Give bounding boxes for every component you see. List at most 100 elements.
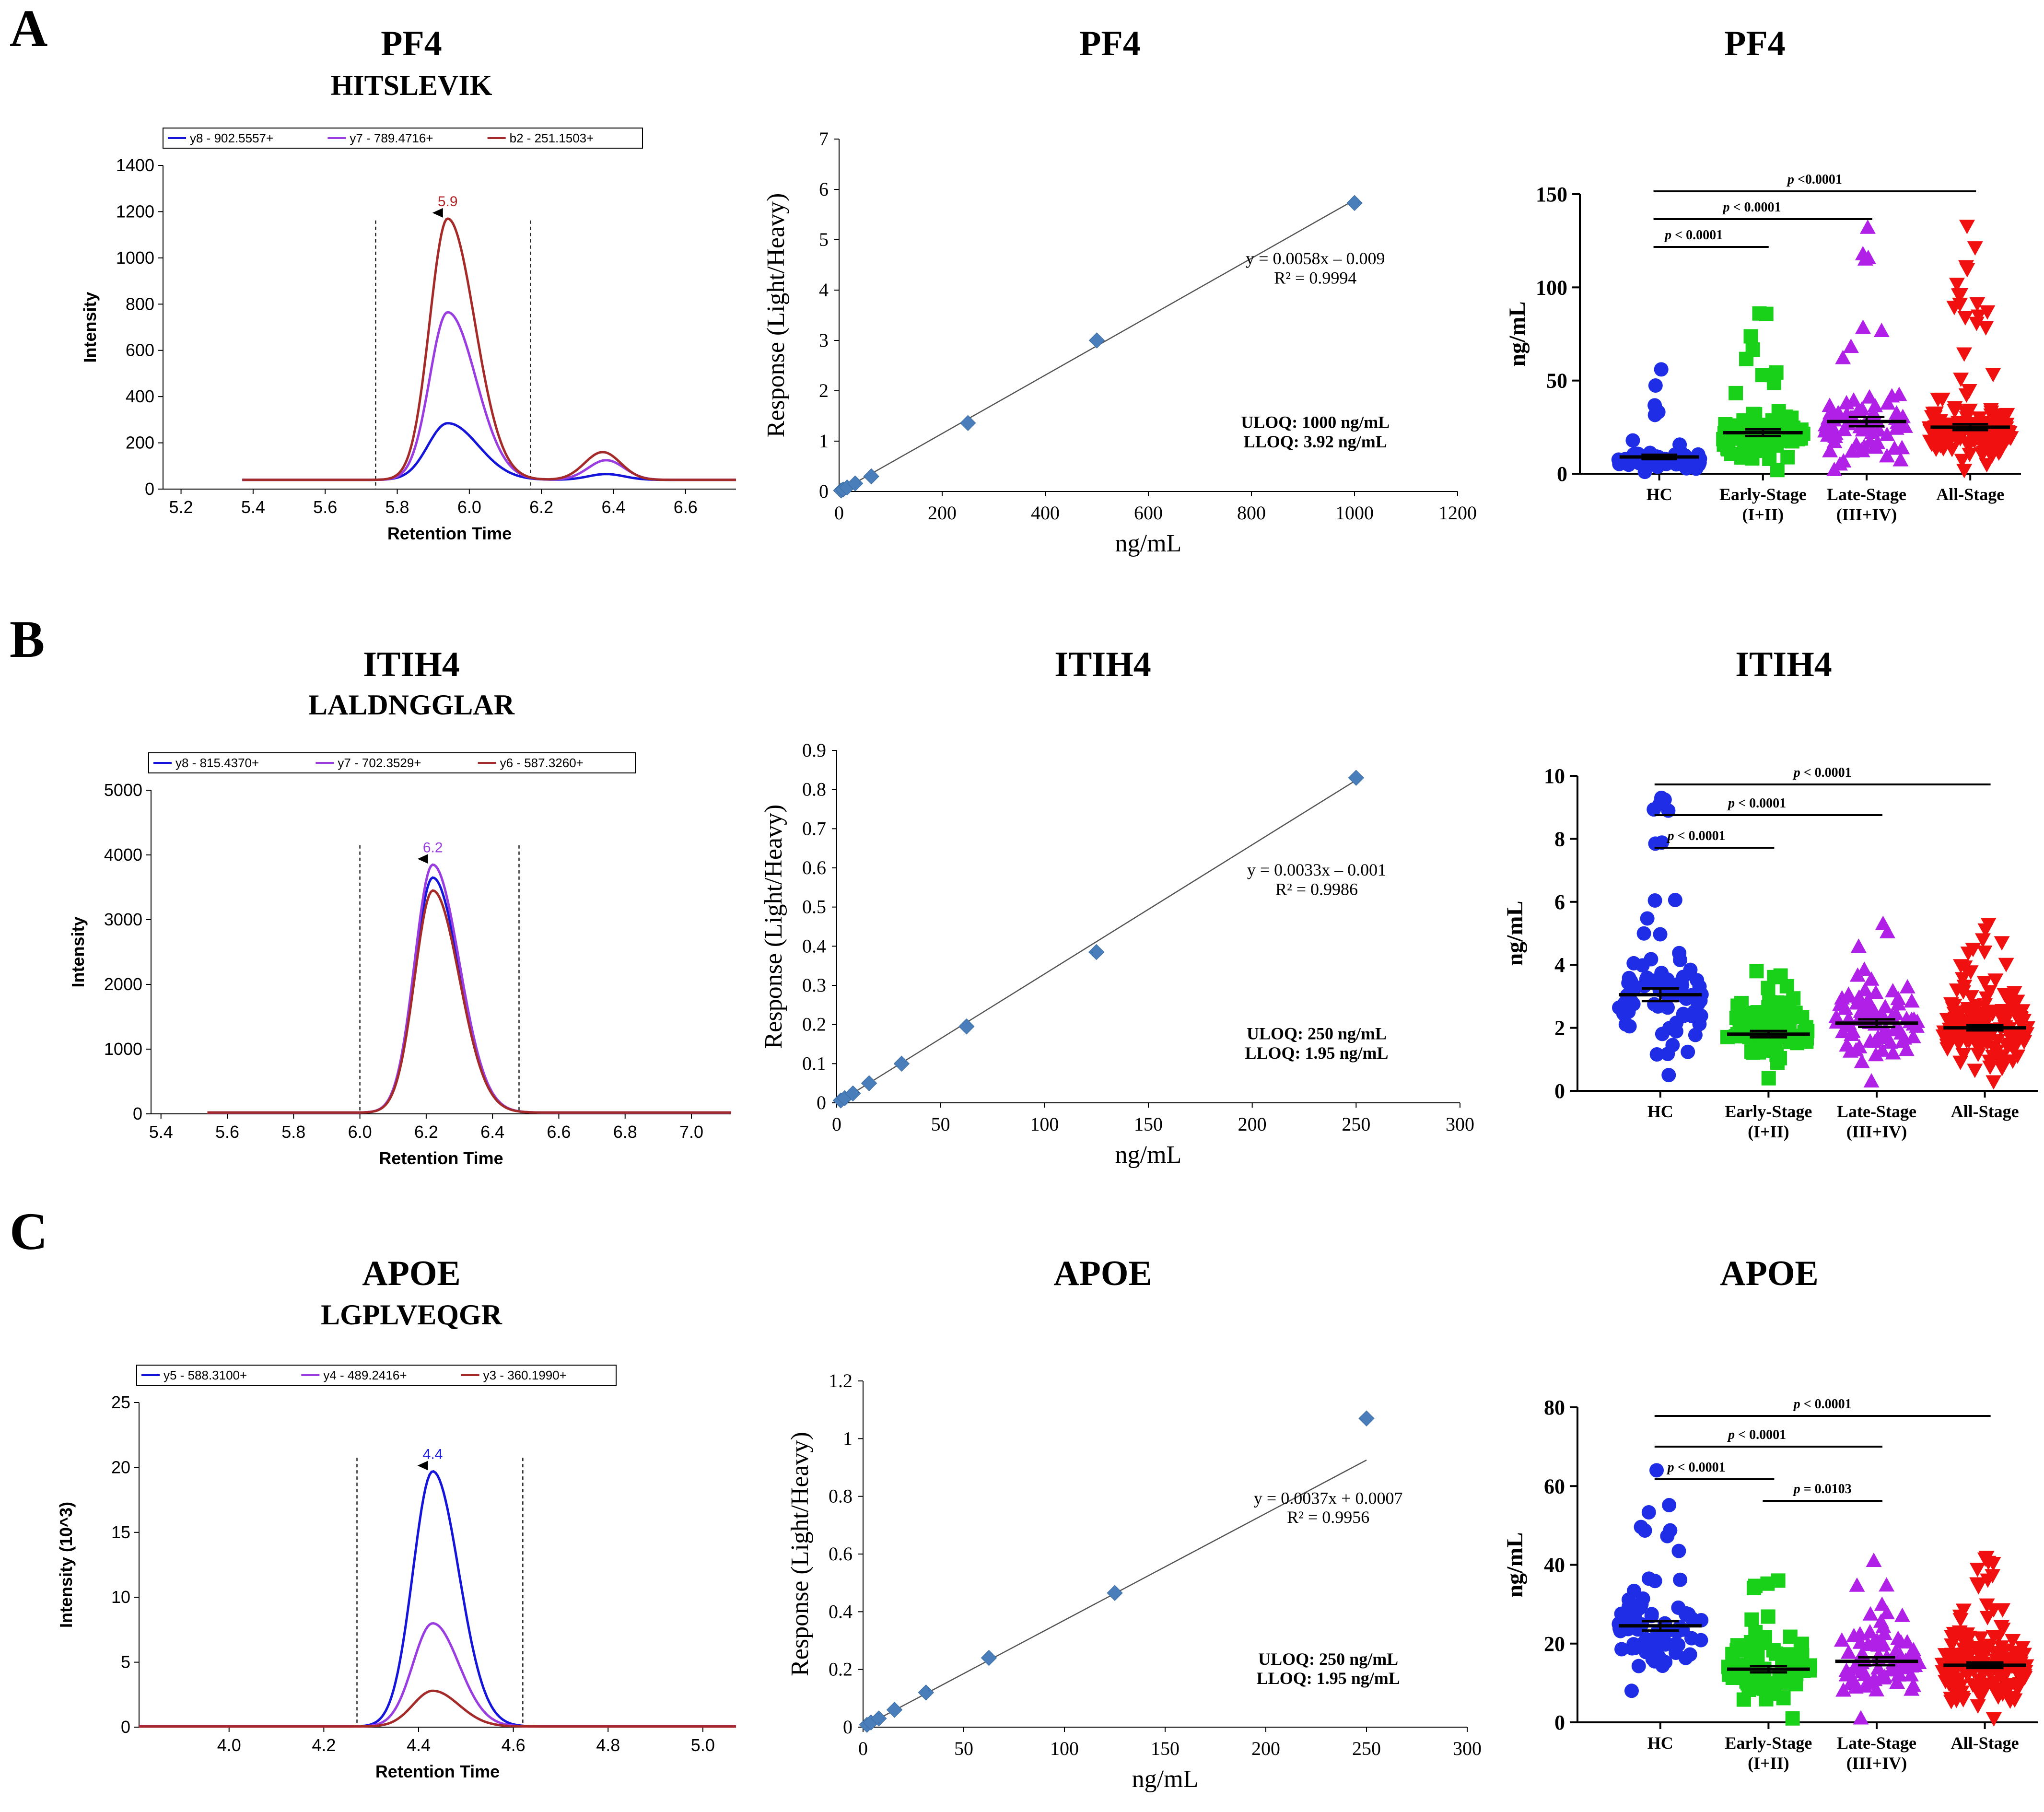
data-point [1107, 1585, 1123, 1601]
data-point [1868, 439, 1884, 454]
data-point [960, 415, 976, 431]
data-point [1088, 332, 1105, 349]
data-point [1960, 1669, 1976, 1683]
data-point [1617, 1008, 1632, 1023]
dotplot-A-dot: 0 50 100 150 ng/mL HC Early-Stage (I+II) Late-St… [1505, 172, 2021, 524]
category-label-line: Late-Stage [1837, 1733, 1916, 1753]
y-axis-label: Response (Light/Heavy) [786, 1432, 814, 1676]
data-point [1873, 322, 1890, 337]
x-tick-label: 200 [1251, 1738, 1280, 1759]
data-point [1835, 1682, 1852, 1697]
data-point [1875, 1636, 1892, 1651]
data-point [1884, 388, 1900, 403]
category-label-line: (III+IV) [1846, 1122, 1907, 1141]
chromatogram-C-chrom: 0 5 10 15 20 25 4.0 4.2 4.4 4.6 4.8 5.0 Retention Ti… [56, 1365, 736, 1781]
chrom-title-b: ITIH4 [363, 645, 460, 684]
data-point [1994, 1062, 2010, 1076]
data-point [1962, 1015, 1979, 1029]
x-tick-label: 5.4 [149, 1122, 173, 1142]
data-point [1866, 1634, 1882, 1648]
data-point [1819, 419, 1835, 433]
data-point [1903, 1667, 1919, 1682]
r-squared: R² = 0.9956 [1287, 1508, 1369, 1527]
data-point [1897, 418, 1913, 433]
data-point [1962, 447, 1978, 462]
data-point [1788, 1677, 1803, 1692]
series-line-2 [207, 863, 731, 1114]
data-point [1892, 452, 1909, 467]
p-value-label: p < 0.0001 [1727, 1427, 1786, 1442]
data-point [1648, 378, 1663, 393]
data-point [1691, 996, 1705, 1011]
data-point [1951, 428, 1968, 443]
data-point [1952, 959, 1969, 974]
y-axis-label: ng/mL [1502, 900, 1528, 966]
group-points [1921, 220, 2019, 479]
data-point [1998, 1684, 2014, 1699]
data-point [1969, 1577, 1986, 1592]
data-point [1960, 947, 1976, 961]
data-point [1849, 967, 1866, 982]
y-tick-label: 2000 [104, 974, 142, 994]
data-point [1346, 195, 1363, 211]
data-point [1348, 770, 1365, 786]
data-point [1849, 1577, 1865, 1592]
chromatogram-A-chrom: 0 200 400 600 800 1000 1200 1400 5.2 5.4 5.6 5.8 6.0… [80, 128, 736, 543]
data-point [1641, 1571, 1656, 1586]
chrom-subtitle-b: LALDNGGLAR [308, 689, 515, 721]
data-point [1863, 971, 1880, 986]
data-point [1734, 995, 1749, 1010]
dotplot-C-dot: 0 20 40 60 80 ng/mL HC Early-Stage (I+II) Late-St… [1502, 1396, 2038, 1773]
p-value-symbol: p [1727, 796, 1735, 811]
data-point [2016, 1035, 2032, 1050]
data-point [1984, 449, 2000, 464]
data-point [1661, 1068, 1676, 1083]
data-point [1959, 220, 1975, 234]
y-tick-label: 1000 [116, 248, 154, 268]
legend-entry: y5 - 588.3100+ [164, 1368, 247, 1382]
data-point [1782, 995, 1797, 1010]
data-point [1959, 411, 1975, 426]
chrom-title-a: PF4 [381, 24, 442, 63]
data-point [1860, 992, 1876, 1007]
data-point [1759, 306, 1774, 321]
category-label-line: Late-Stage [1827, 485, 1906, 504]
data-point [1842, 1666, 1858, 1681]
data-point [1694, 1633, 1708, 1648]
data-point [1822, 405, 1838, 420]
data-point [1855, 319, 1871, 334]
y-tick-label: 1 [843, 1427, 853, 1449]
p-value-symbol: p [1667, 1460, 1674, 1475]
data-point [1979, 1598, 1995, 1613]
x-tick-label: 6.0 [457, 497, 481, 517]
y-tick-label: 1000 [104, 1039, 142, 1059]
data-point [1974, 933, 1991, 948]
y-tick-label: 400 [126, 386, 154, 406]
data-point [1855, 245, 1871, 260]
data-point [1822, 397, 1838, 412]
data-point [1879, 448, 1895, 463]
data-point [1992, 444, 2009, 459]
y-tick-label: 0 [121, 1717, 130, 1737]
data-point [1869, 1682, 1885, 1696]
data-point [1978, 321, 1994, 336]
data-point [1854, 443, 1870, 457]
p-value-symbol: p [1727, 1427, 1735, 1442]
y-tick-label: 1400 [116, 155, 154, 175]
x-tick-label: 300 [1453, 1738, 1482, 1759]
series-line-2 [139, 1622, 736, 1728]
data-point [1889, 1674, 1905, 1689]
data-point [1668, 892, 1682, 907]
category-label: Late-Stage (III+IV) [1827, 485, 1906, 524]
data-point [886, 1702, 903, 1718]
y-tick-label: 6 [819, 178, 829, 200]
category-label: All-Stage [1951, 1102, 2019, 1121]
y-tick-label: 5 [819, 229, 829, 250]
data-point [1760, 1576, 1775, 1591]
data-point [1943, 1692, 1959, 1707]
data-point [1766, 1686, 1781, 1701]
data-point [1876, 1029, 1892, 1044]
p-value-symbol: p [1793, 1397, 1800, 1412]
data-point [1969, 1563, 1986, 1578]
